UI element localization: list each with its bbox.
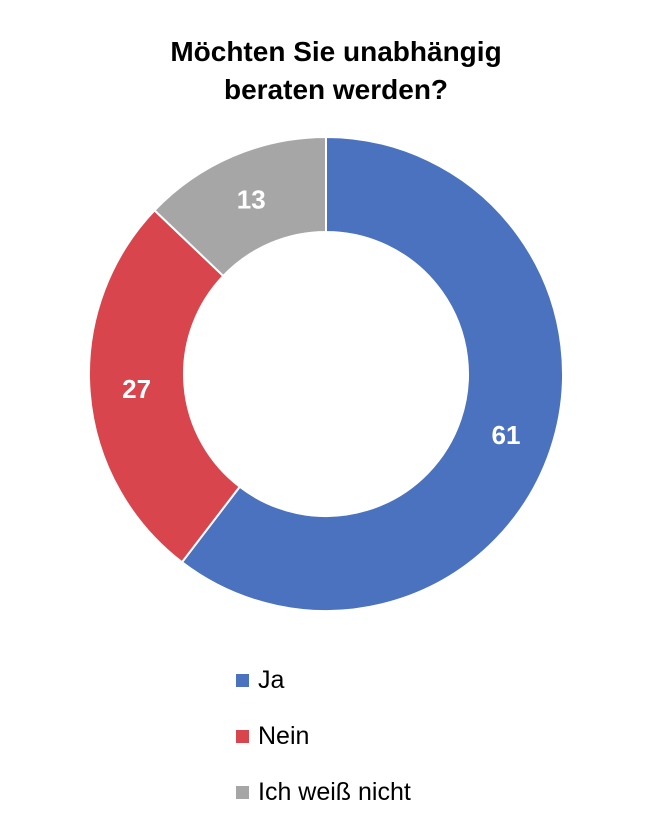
legend-item-ja: Ja (236, 652, 411, 708)
donut-slice-labels: 61 27 13 (122, 184, 520, 450)
legend-swatch-nein (236, 729, 249, 743)
donut-slice-ja (180, 135, 564, 612)
legend-swatch-ich-weiss-nicht (236, 785, 249, 799)
donut-chart: 61 27 13 (88, 135, 564, 612)
chart-legend: Ja Nein Ich weiß nicht (236, 652, 411, 820)
chart-title-line-2: beraten werden? (223, 74, 449, 105)
legend-label-ich-weiss-nicht: Ich weiß nicht (258, 777, 411, 806)
legend-item-ich-weiss-nicht: Ich weiß nicht (236, 764, 411, 820)
donut-slices (88, 135, 564, 612)
legend-label-ja: Ja (258, 665, 285, 694)
data-label-ich-weiss-nicht: 13 (237, 184, 266, 214)
data-label-ja: 61 (491, 420, 520, 450)
legend-label-nein: Nein (258, 721, 310, 750)
legend-item-nein: Nein (236, 708, 411, 764)
chart-title: Möchten Sie unabhängig beraten werden? (0, 33, 672, 109)
legend-swatch-ja (236, 673, 249, 687)
chart-title-line-1: Möchten Sie unabhängig (170, 36, 502, 67)
donut-slice-ich-weiss-nicht (153, 135, 327, 278)
donut-slice-nein (88, 208, 242, 564)
data-label-nein: 27 (122, 374, 151, 404)
